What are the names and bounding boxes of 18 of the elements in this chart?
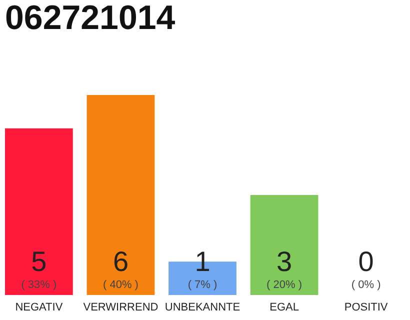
data-label: 5: [31, 246, 47, 277]
annotation: ( 20% ): [266, 279, 302, 291]
chart-title: 062721014: [5, 0, 176, 37]
x-tick-label: POSITIV: [344, 302, 388, 314]
bar: [250, 195, 318, 295]
x-tick-label: EGAL: [270, 302, 299, 314]
x-tick-label: UNBEKANNTE: [164, 302, 240, 314]
data-label: 6: [112, 246, 129, 277]
annotation: ( 40% ): [102, 279, 138, 291]
data-label: 3: [276, 246, 292, 277]
annotation: ( 33% ): [21, 279, 57, 291]
bar: [5, 128, 73, 295]
x-tick-label: NEGATIV: [15, 302, 64, 314]
data-label: 0: [358, 246, 374, 277]
annotation: ( 7% ): [188, 279, 218, 291]
annotation: ( 0% ): [351, 279, 381, 291]
bar: [86, 95, 155, 295]
x-tick-label: VERWIRREND: [83, 302, 158, 314]
